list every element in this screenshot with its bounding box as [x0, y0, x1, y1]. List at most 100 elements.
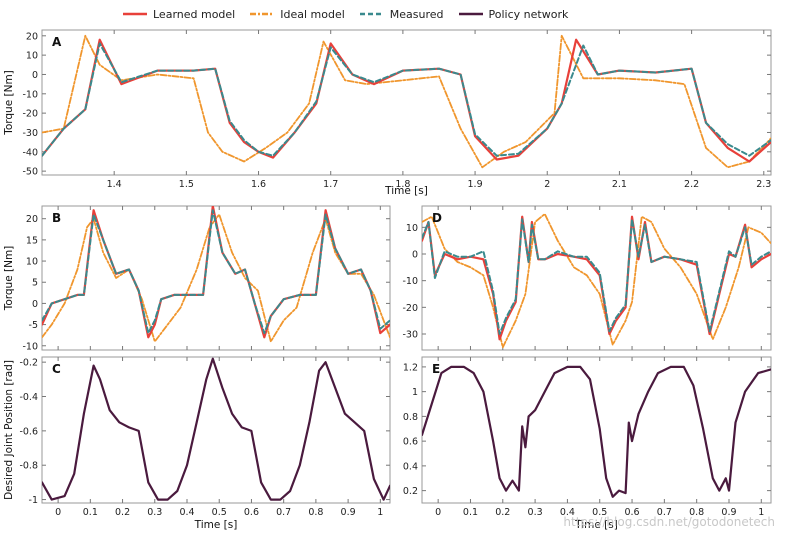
plot-frame [421, 205, 772, 351]
y-tick-label: 20 [26, 214, 38, 225]
plot-frame [41, 29, 772, 176]
y-tick-label: -20 [402, 303, 418, 314]
legend-label-ideal: Ideal model [280, 7, 345, 21]
panel-letter: A [52, 35, 62, 49]
legend-label-measured: Measured [389, 7, 444, 21]
y-tick-label: 0.2 [403, 486, 418, 497]
panel-letter: D [432, 211, 442, 225]
x-tick-label: 1.9 [468, 179, 483, 190]
x-tick-label: 0.2 [115, 507, 130, 518]
plot-frame [421, 356, 772, 504]
x-tick-label: 0.3 [147, 507, 162, 518]
y-tick-label: 5 [32, 278, 38, 289]
y-axis-label: Torque [Nm] [3, 70, 15, 136]
panel-a: 1.4 1.5 1.6 1.7 1.8 1.9 2 2.1 2.2 2.3 20 10 0 -10 -20 -… [3, 29, 772, 197]
x-tick-label: 0.8 [308, 507, 323, 518]
y-tick-label: -10 [22, 341, 38, 352]
y-tick-label: 10 [406, 223, 418, 234]
x-tick-label: 2.2 [684, 179, 699, 190]
legend-item-policy: Policy network [458, 7, 569, 21]
legend-item-learned: Learned model [122, 8, 235, 21]
legend-swatch-measured [359, 12, 384, 16]
legend-swatch-ideal [250, 12, 275, 16]
panel-c: 0 0.1 0.2 0.3 0.4 0.5 0.6 0.7 0.8 0.9 1 -0.2 -0.4 -0.… [3, 356, 391, 531]
y-tick-label: -30 [402, 330, 418, 341]
series-policy-network [42, 357, 390, 501]
legend-label-learned: Learned model [153, 7, 236, 21]
x-tick-label: 0 [435, 507, 441, 518]
y-tick-label: 0.6 [403, 437, 418, 448]
x-tick-label: 0.3 [528, 507, 543, 518]
x-tick-label: 2.3 [756, 179, 771, 190]
y-tick-label: -10 [22, 89, 38, 100]
x-axis-label: Time [s] [574, 519, 618, 531]
x-tick-label: 0.1 [463, 507, 478, 518]
y-tick-label: 15 [26, 235, 38, 246]
x-tick-label: 0.9 [721, 507, 736, 518]
panel-b: 20 15 10 5 0 -5 -10 B Torque [Nm] [3, 205, 391, 352]
y-tick-label: 0 [32, 299, 38, 310]
x-tick-label: 1 [758, 507, 764, 518]
x-tick-label: 1.7 [323, 179, 338, 190]
x-tick-label: 1 [377, 507, 383, 518]
legend-label-policy: Policy network [488, 7, 569, 21]
y-tick-label: 1.2 [403, 362, 418, 373]
panel-letter: C [52, 362, 61, 376]
x-tick-label: 1.4 [107, 179, 122, 190]
x-tick-label: 0.4 [179, 507, 194, 518]
x-tick-label: 1.8 [395, 179, 410, 190]
y-tick-label: 10 [26, 51, 38, 62]
y-axis-label: Torque [Nm] [3, 246, 15, 312]
x-tick-label: 0.8 [689, 507, 704, 518]
y-tick-label: 0 [412, 250, 418, 261]
plot-frame [41, 356, 391, 504]
watermark: https://blog.csdn.net/gotodonetech [563, 515, 775, 529]
x-tick-label: 0.2 [495, 507, 510, 518]
series-policy-network [422, 365, 771, 498]
legend: Learned model Ideal model Measured Polic… [122, 6, 568, 22]
panel-letter: E [432, 362, 440, 376]
y-tick-label: -0.6 [19, 426, 38, 437]
series-ideal-model [422, 213, 771, 349]
x-tick-label: 0.5 [212, 507, 227, 518]
x-tick-label: 2 [544, 179, 550, 190]
y-axis-label: Desired Joint Position [rad] [3, 360, 15, 500]
y-tick-label: -10 [402, 276, 418, 287]
y-tick-label: -50 [22, 167, 38, 178]
series-ideal-model [42, 34, 771, 169]
y-tick-label: -20 [22, 109, 38, 120]
y-tick-label: -0.4 [19, 392, 38, 403]
panel-letter: B [52, 211, 61, 225]
y-tick-label: -1 [29, 495, 38, 506]
x-tick-label: 1.5 [179, 179, 194, 190]
panel-e: 0 0.1 0.2 0.3 0.4 0.5 0.6 0.7 0.8 0.9 1 1.2 1 0.8 0.6 0… [403, 356, 772, 531]
series-measured [42, 42, 771, 157]
y-tick-label: -0.8 [19, 461, 38, 472]
y-tick-label: 0.8 [403, 412, 418, 423]
y-tick-label: -30 [22, 128, 38, 139]
x-axis-label: Time [s] [384, 185, 428, 197]
y-tick-label: -0.2 [19, 358, 38, 369]
panel-d: 10 0 -10 -20 -30 D [402, 205, 772, 351]
x-tick-label: 2.1 [612, 179, 627, 190]
legend-swatch-learned [123, 12, 147, 16]
legend-swatch-policy [458, 12, 483, 16]
x-tick-label: 0.1 [83, 507, 98, 518]
series-measured [42, 209, 390, 335]
x-axis-label: Time [s] [194, 519, 238, 531]
y-tick-label: 0.4 [403, 461, 418, 472]
y-tick-label: 20 [26, 31, 38, 42]
x-tick-label: 0.7 [657, 507, 672, 518]
x-tick-label: 0.4 [560, 507, 575, 518]
y-tick-label: 0 [32, 70, 38, 81]
x-tick-label: 1.6 [251, 179, 266, 190]
y-tick-label: -5 [29, 320, 38, 331]
y-tick-label: 10 [26, 257, 38, 268]
x-tick-label: 0.5 [592, 507, 607, 518]
series-measured [422, 218, 771, 335]
x-tick-label: 0.7 [276, 507, 291, 518]
legend-item-measured: Measured [359, 8, 444, 21]
x-tick-label: 0.9 [341, 507, 356, 518]
x-tick-label: 0.6 [244, 507, 259, 518]
